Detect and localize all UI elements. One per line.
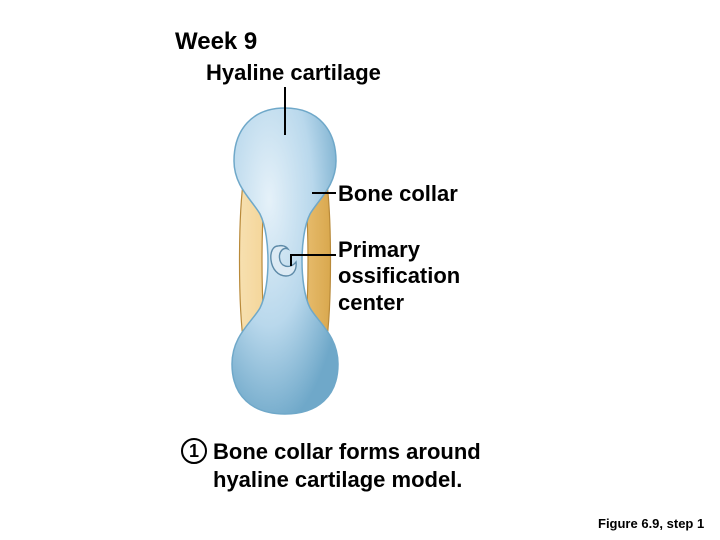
label-bone-collar: Bone collar	[338, 181, 458, 207]
caption: 1 Bone collar forms aroundhyaline cartil…	[181, 438, 481, 493]
bone-diagram	[220, 106, 350, 416]
subtitle-hyaline: Hyaline cartilage	[206, 60, 381, 86]
title-week: Week 9	[175, 28, 257, 56]
leader-primary-h	[290, 254, 336, 256]
leader-bone-collar	[312, 192, 336, 194]
leader-primary-v	[290, 254, 292, 266]
leader-hyaline	[284, 87, 286, 135]
step-number-circle: 1	[181, 438, 207, 464]
caption-text: Bone collar forms aroundhyaline cartilag…	[213, 438, 481, 493]
label-primary-ossification: Primaryossificationcenter	[338, 237, 460, 316]
figure-reference: Figure 6.9, step 1	[598, 516, 704, 531]
